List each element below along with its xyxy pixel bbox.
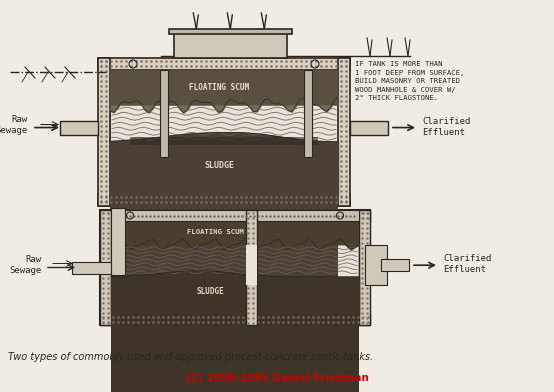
Text: Clarified: Clarified [443, 254, 491, 263]
Bar [168, 29, 292, 34]
Bar [338, 58, 350, 206]
Bar [365, 245, 387, 285]
Text: Effluent: Effluent [443, 265, 486, 274]
Bar [111, 221, 359, 244]
Text: Two types of commonly used and approved precast-concrete septic tanks.: Two types of commonly used and approved … [8, 352, 373, 362]
Bar [110, 70, 338, 105]
Bar [100, 314, 370, 325]
Text: Raw: Raw [26, 255, 42, 264]
Bar [130, 137, 318, 145]
Bar [100, 210, 111, 325]
Bar [246, 210, 257, 325]
Text: Raw: Raw [12, 115, 28, 124]
Bar [111, 210, 359, 221]
Bar [110, 70, 338, 194]
Bar [100, 210, 370, 325]
Bar [98, 58, 110, 206]
Bar [304, 70, 312, 157]
Text: Clarified: Clarified [422, 117, 470, 126]
Bar [111, 221, 359, 314]
Bar [100, 210, 370, 221]
Bar [111, 208, 125, 275]
Bar [246, 245, 257, 285]
Bar [98, 194, 350, 206]
Bar [111, 277, 359, 392]
Text: Sewage: Sewage [0, 126, 28, 135]
Bar [381, 259, 409, 271]
Bar [60, 121, 98, 134]
Bar [72, 261, 111, 274]
Text: Effluent: Effluent [422, 128, 465, 137]
Bar [359, 210, 370, 325]
Text: SLUDGE: SLUDGE [196, 287, 224, 296]
Bar [160, 70, 168, 157]
Text: IF TANK IS MORE THAN
1 FOOT DEEP FROM SURFACE,
BUILD MASONRY OR TREATED
WOOD MAN: IF TANK IS MORE THAN 1 FOOT DEEP FROM SU… [355, 61, 464, 101]
Text: FLOATING SCUM: FLOATING SCUM [189, 83, 249, 92]
Text: SLUDGE: SLUDGE [204, 161, 234, 170]
Bar [110, 142, 338, 284]
Text: Sewage: Sewage [10, 266, 42, 275]
Bar [173, 33, 287, 58]
Bar [98, 58, 350, 70]
Bar [350, 121, 388, 134]
Text: FLOATING SCUM: FLOATING SCUM [187, 229, 244, 235]
Text: (C) 2006-1985 Daniel Friedman: (C) 2006-1985 Daniel Friedman [186, 373, 368, 383]
